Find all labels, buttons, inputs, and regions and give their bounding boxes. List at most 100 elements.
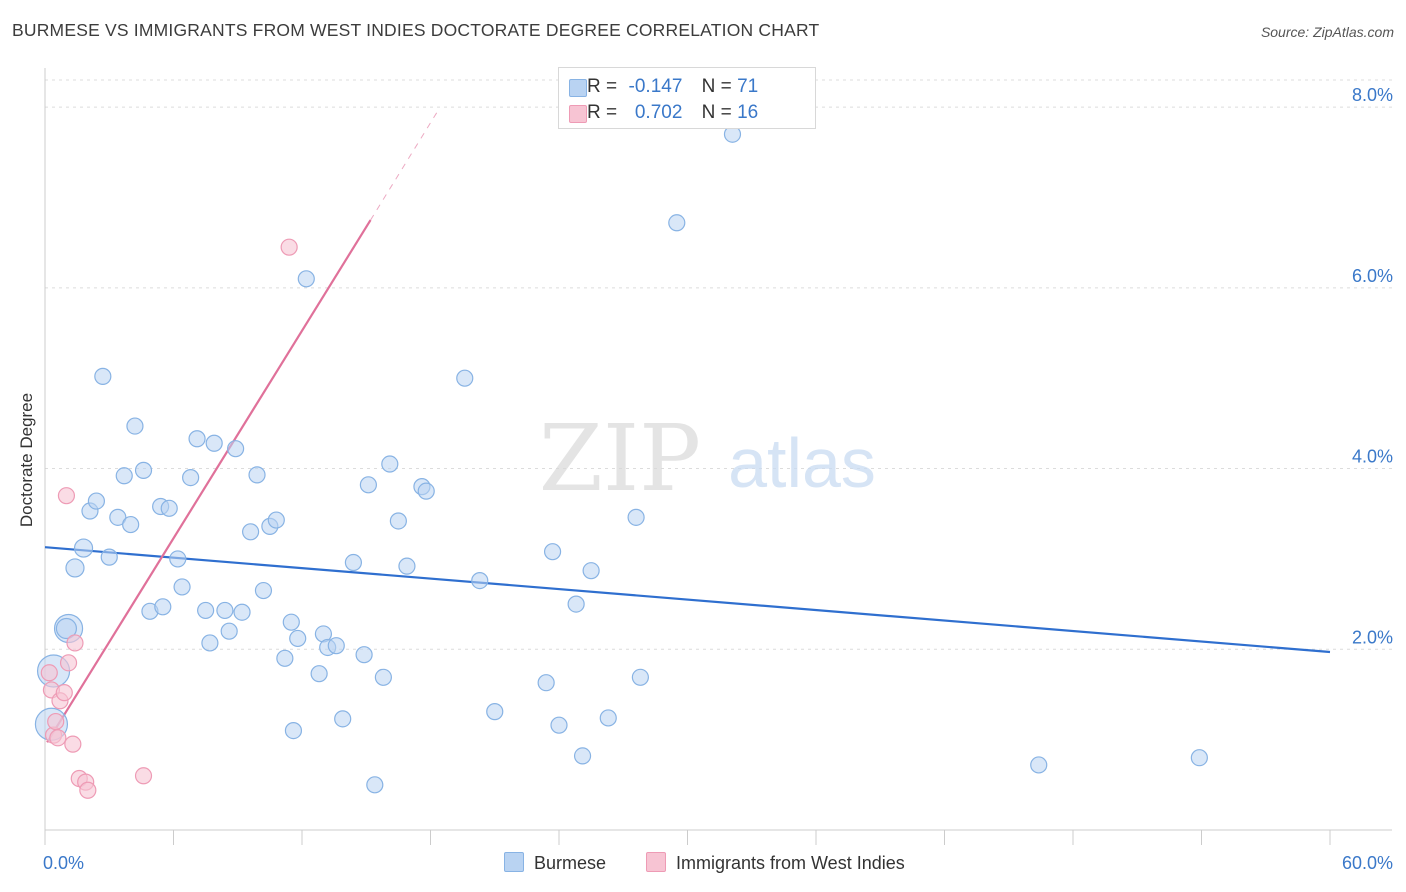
legend-r-value: 0.702: [634, 102, 683, 123]
legend-item-burmese[interactable]: Burmese: [504, 852, 606, 874]
legend-swatch-west-indies: [569, 105, 587, 123]
burmese-point: [627, 508, 645, 526]
burmese-point: [1190, 749, 1208, 767]
burmese-point: [310, 665, 328, 683]
west-indies-point: [59, 654, 78, 672]
burmese-point: [289, 629, 307, 648]
burmese-point: [205, 434, 223, 452]
x-tick-label: 0.0%: [43, 853, 84, 873]
burmese-point: [182, 468, 200, 487]
legend-n-label: N =: [701, 102, 732, 123]
burmese-point: [248, 466, 266, 484]
burmese-point: [543, 543, 562, 561]
legend-r-label: R =: [587, 102, 618, 123]
burmese-point: [276, 649, 294, 667]
burmese-point: [220, 622, 238, 640]
chart-source: Source: ZipAtlas.com: [1260, 24, 1394, 40]
burmese-point: [201, 634, 219, 652]
chart-title: BURMESE VS IMMIGRANTS FROM WEST INDIES D…: [12, 20, 820, 40]
burmese-point: [344, 553, 362, 572]
burmese-point: [282, 613, 300, 631]
burmese-point: [355, 646, 373, 664]
burmese-point: [100, 548, 118, 566]
burmese-point: [374, 668, 392, 686]
burmese-point: [267, 511, 285, 529]
burmese-point: [582, 562, 600, 580]
burmese-point: [134, 461, 153, 479]
burmese-point: [109, 508, 127, 526]
burmese-point: [550, 716, 568, 734]
burmese-point: [486, 703, 504, 721]
west-indies-trend-line: [46, 219, 372, 743]
burmese-point: [599, 709, 617, 727]
burmese-point: [327, 637, 345, 655]
burmese-point: [197, 601, 215, 620]
watermark: ZIP atlas: [539, 405, 876, 512]
burmese-point: [398, 557, 416, 575]
burmese-point: [334, 710, 352, 728]
burmese-point: [668, 214, 686, 232]
legend-r-label: R =: [587, 76, 618, 97]
burmese-point: [65, 558, 85, 578]
west-indies-point: [57, 487, 76, 505]
west-indies-point: [40, 664, 58, 682]
burmese-point: [126, 417, 144, 435]
series-legend: Burmese Immigrants from West Indies: [0, 852, 1406, 878]
legend-label-burmese: Burmese: [534, 853, 607, 873]
burmese-point: [456, 369, 474, 387]
burmese-point: [227, 440, 245, 458]
burmese-point: [471, 572, 489, 590]
legend-row-west-indies: R = 0.702 N = 16: [569, 102, 758, 126]
watermark-atlas: atlas: [728, 424, 876, 502]
legend-r-value: -0.147: [628, 76, 683, 97]
legend-item-west-indies[interactable]: Immigrants from West Indies: [646, 852, 905, 874]
x-tick-label: 60.0%: [1342, 853, 1393, 873]
burmese-point: [284, 722, 303, 740]
watermark-zip: ZIP: [539, 405, 701, 512]
burmese-point: [154, 598, 172, 616]
burmese-point: [567, 595, 585, 613]
tick-label-layer: 2.0% 4.0% 6.0% 8.0% 0.0% 60.0%: [43, 85, 1393, 873]
burmese-point: [254, 581, 273, 600]
points-layer: [34, 125, 1208, 799]
axis-layer: [44, 68, 1392, 845]
y-axis-label: Doctorate Degree: [17, 392, 36, 528]
burmese-point: [381, 455, 399, 473]
burmese-point: [188, 430, 206, 448]
burmese-point: [1030, 756, 1048, 774]
burmese-point: [160, 499, 178, 517]
burmese-trend-line: [44, 546, 1331, 654]
legend-swatch-burmese: [504, 852, 524, 872]
burmese-point: [242, 523, 260, 541]
y-tick-label: 8.0%: [1352, 85, 1393, 105]
west-indies-point: [280, 238, 298, 256]
west-indies-point: [79, 781, 97, 799]
burmese-point: [94, 367, 112, 385]
burmese-point: [573, 747, 592, 765]
correlation-legend: R = -0.147 N = 71 R = 0.702 N = 16: [558, 67, 816, 129]
burmese-point: [87, 492, 106, 510]
west-indies-point: [49, 729, 67, 747]
burmese-point: [115, 467, 133, 485]
legend-label-west-indies: Immigrants from West Indies: [676, 853, 905, 873]
y-tick-label: 4.0%: [1352, 447, 1393, 467]
burmese-point: [537, 674, 555, 692]
legend-swatch-west-indies: [646, 852, 666, 872]
west-indies-trend-extension: [370, 108, 440, 221]
west-indies-point: [55, 684, 73, 702]
burmese-point: [366, 776, 384, 794]
burmese-point: [73, 538, 94, 558]
west-indies-point: [66, 634, 84, 652]
burmese-point: [297, 270, 315, 288]
trend-layer: [44, 108, 1331, 743]
burmese-point: [417, 482, 435, 500]
burmese-point: [55, 617, 78, 640]
legend-row-burmese: R = -0.147 N = 71: [569, 76, 759, 100]
west-indies-point: [64, 735, 82, 753]
burmese-point: [389, 512, 407, 530]
west-indies-point: [47, 712, 65, 731]
legend-n-value: 71: [737, 76, 759, 97]
legend-n-label: N =: [701, 76, 732, 97]
y-tick-label: 2.0%: [1352, 627, 1393, 647]
